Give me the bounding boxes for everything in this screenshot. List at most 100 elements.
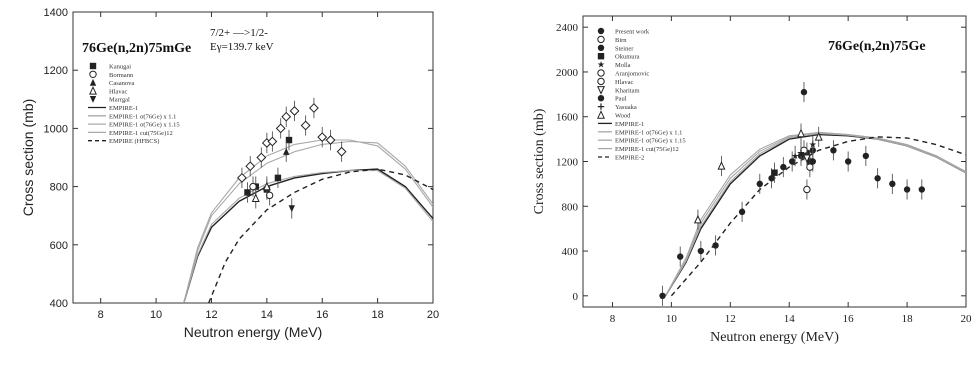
legend-label: Kharitam	[615, 87, 640, 94]
data-point	[806, 163, 814, 171]
y-tick-label: 2400	[556, 22, 579, 34]
data-point	[768, 175, 775, 182]
legend-label: Kanugai	[109, 64, 131, 71]
data-point	[325, 135, 336, 145]
data-point	[659, 292, 666, 300]
y-axis-label: Cross section (mb)	[532, 108, 547, 214]
series-line-9	[183, 170, 433, 303]
x-axis-label: Neutron energy (MeV)	[184, 324, 323, 340]
legend-label: Hlavac	[109, 88, 128, 95]
data-point	[317, 132, 328, 143]
legend-label: Molla	[615, 62, 631, 69]
y-tick-label: 0	[573, 291, 579, 303]
legend-marker	[597, 77, 605, 86]
y-tick-label: 800	[50, 182, 68, 194]
series-line-10	[208, 168, 433, 303]
legend-label: Steiner	[615, 45, 634, 52]
data-point	[289, 106, 300, 116]
legend-label: Present work	[615, 29, 650, 36]
data-point	[336, 146, 347, 157]
x-tick-label: 20	[961, 313, 973, 325]
series-line-8	[183, 139, 433, 303]
plot-frame	[582, 15, 967, 308]
data-point	[717, 161, 726, 170]
y-tick-label: 400	[562, 246, 579, 258]
chart-right: 8 10 12 14 16 18 20 0 400 800 1200 1600 2000 2400 Neut…	[532, 15, 973, 345]
data-point	[275, 123, 286, 134]
data-point	[251, 193, 260, 202]
data-point	[918, 186, 926, 193]
chart-title: 76Ge(n,2n)75Ge	[828, 39, 926, 54]
data-point	[862, 152, 870, 160]
data-point	[237, 172, 247, 183]
legend-label: Birn	[615, 37, 627, 44]
data-point	[809, 158, 816, 165]
legend-label: Aranjomovic	[615, 71, 649, 78]
x-tick-label: 12	[205, 309, 217, 321]
chart-left: 8 10 12 14 16 18 20 400 600 800 1000 1200 1400 Neutro…	[20, 7, 439, 340]
legend-marker	[597, 86, 605, 95]
legend-marker	[597, 110, 605, 119]
legend-marker	[597, 35, 605, 44]
data-point	[288, 205, 295, 213]
y-tick-label: 1600	[556, 112, 579, 124]
legend-label: EMPIRE-1 σ(76Ge) x 1.15	[615, 138, 686, 145]
data-point	[889, 180, 896, 188]
data-point	[780, 163, 787, 171]
legend-label: EMPIRE-1 σ(76Ge) x 1.15	[109, 122, 180, 129]
data-point	[249, 182, 257, 191]
x-tick-label: 18	[902, 313, 914, 325]
series-line-11	[664, 133, 966, 297]
data-point	[274, 174, 282, 182]
data-point	[309, 103, 319, 113]
data-point	[797, 149, 805, 156]
x-tick-label: 8	[98, 309, 104, 321]
legend-marker: ★	[597, 61, 605, 71]
data-point	[830, 147, 837, 154]
data-point: ★	[809, 141, 817, 151]
legend-label: Okumura	[615, 54, 640, 61]
y-tick-label: 600	[50, 240, 68, 252]
chart-annotation: 7/2+ —>1/2-	[210, 27, 268, 39]
y-tick-label: 1000	[44, 123, 68, 135]
legend-label: EMPIRE-2	[615, 155, 644, 162]
legend-marker	[89, 96, 97, 103]
data-point	[300, 120, 311, 131]
legend-marker	[89, 78, 97, 86]
data-point	[797, 128, 805, 138]
legend-marker	[597, 27, 605, 35]
data-point	[844, 158, 852, 165]
series-line-15	[670, 136, 966, 297]
x-tick-label: 18	[371, 309, 383, 321]
legend-marker	[597, 103, 605, 110]
data-point: ★	[791, 152, 799, 162]
y-tick-label: 1200	[44, 65, 68, 77]
data-point	[281, 111, 292, 122]
legend-label: EMPIRE-1 σ(76Ge) x 1.1	[109, 113, 176, 120]
plot-frame	[72, 11, 434, 304]
data-point	[267, 136, 278, 147]
data-point	[903, 186, 911, 193]
legend-label: EMPIRE-1 σ(76Ge) x 1.1	[615, 129, 682, 136]
legend-marker	[89, 70, 97, 79]
y-tick-label: 800	[562, 201, 579, 213]
data-point	[244, 189, 251, 196]
x-tick-label: 14	[261, 309, 273, 321]
legend-label: EMPIRE-1 cut(75Ge)12	[615, 146, 679, 153]
legend-label: EMPIRE-1	[615, 121, 644, 128]
legend-label: Paul	[615, 96, 627, 103]
data-point	[283, 147, 290, 155]
data-point	[697, 247, 705, 255]
data-point	[245, 161, 256, 172]
legend-label: Wood	[615, 113, 631, 120]
y-tick-label: 2000	[556, 67, 579, 79]
data-point	[756, 180, 763, 188]
y-tick-label: 1200	[556, 157, 579, 169]
x-tick-label: 10	[666, 313, 678, 325]
x-tick-label: 10	[150, 309, 162, 321]
legend-marker	[89, 86, 97, 95]
x-tick-label: 16	[843, 313, 855, 325]
y-tick-label: 1400	[44, 7, 68, 19]
data-point	[256, 152, 267, 163]
data-point	[285, 136, 293, 144]
